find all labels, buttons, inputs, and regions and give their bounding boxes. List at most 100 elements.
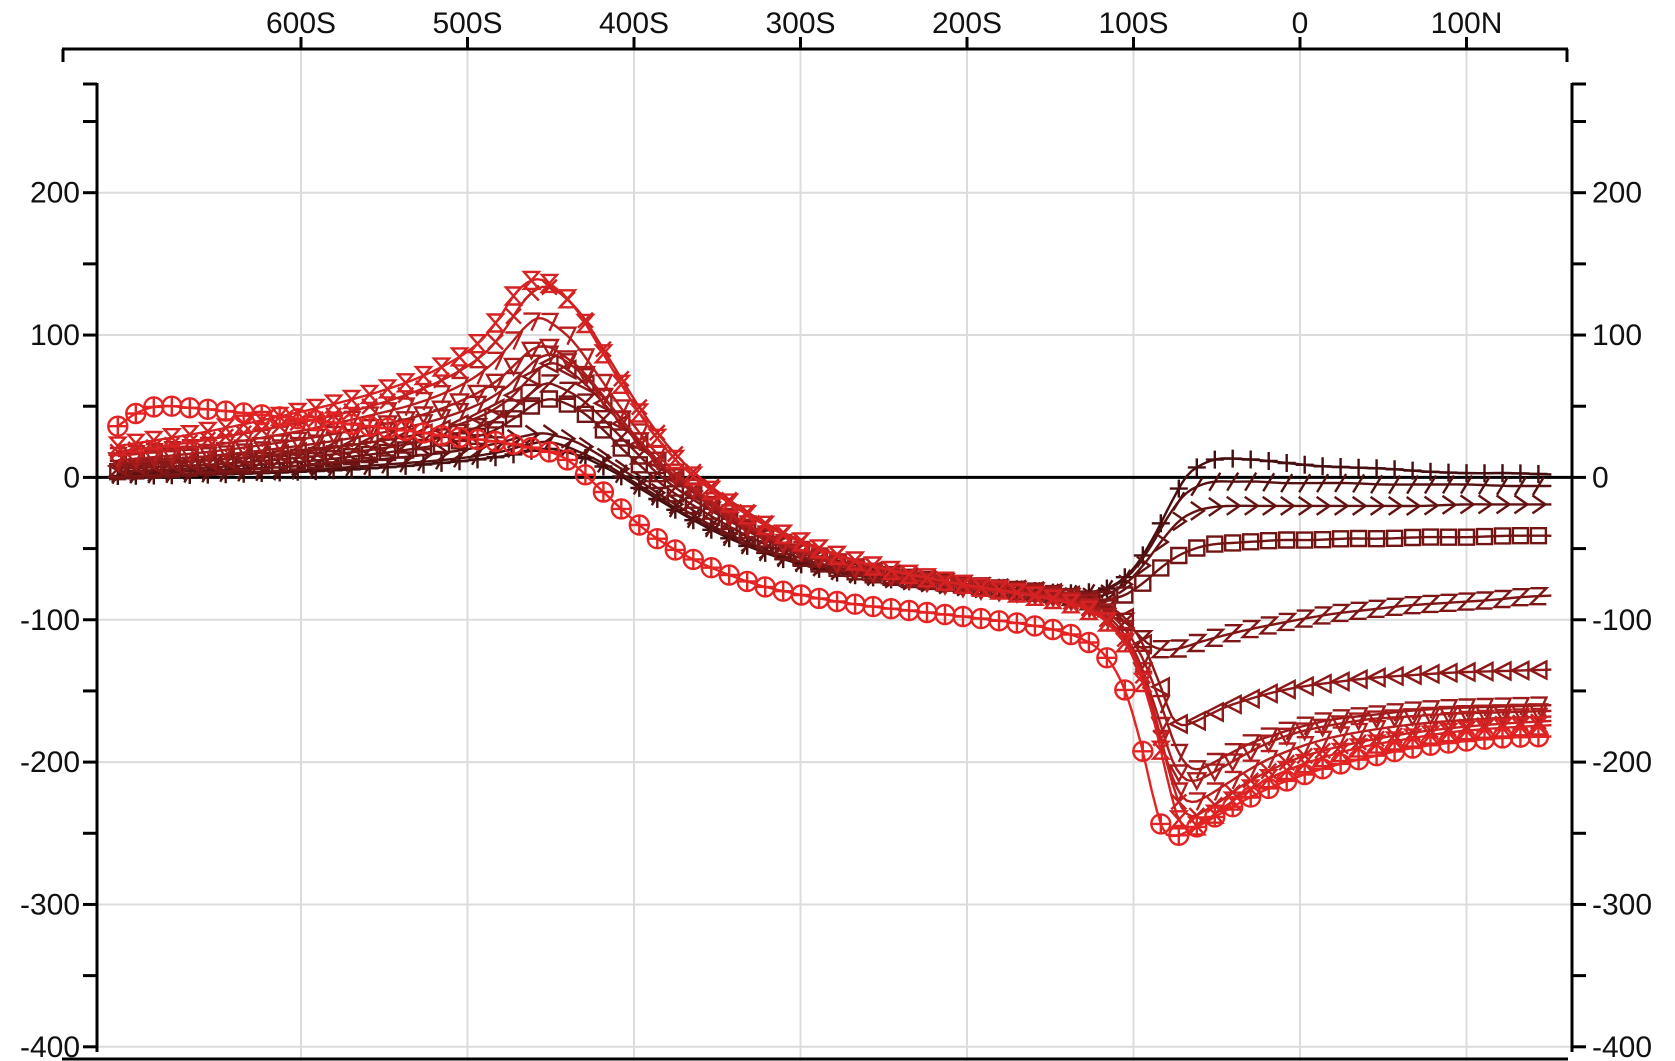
oplus-marker-icon	[125, 402, 147, 425]
hourglass-marker-icon	[1042, 589, 1064, 610]
square-marker-icon	[1259, 532, 1278, 550]
oplus-marker-icon	[232, 402, 255, 424]
zee-marker-icon	[1329, 603, 1352, 623]
chevron-marker-icon	[650, 482, 667, 503]
oplus-marker-icon	[1006, 612, 1028, 634]
zee-marker-icon	[484, 410, 507, 429]
zee-marker-icon	[1311, 606, 1334, 625]
plus-marker-icon	[1277, 454, 1296, 472]
slash-marker-icon	[1208, 472, 1222, 492]
tri-down-marker-icon	[1240, 743, 1262, 763]
plus-marker-icon	[1457, 464, 1476, 483]
zee-marker-icon	[1491, 589, 1514, 609]
chevron-marker-icon	[1190, 500, 1206, 521]
chevron-marker-icon	[1136, 555, 1152, 576]
oplus-marker-icon	[1509, 726, 1532, 748]
hourglass-marker-icon	[1006, 583, 1028, 603]
hourglass-marker-icon	[521, 270, 542, 291]
oplus-marker-icon	[448, 426, 471, 449]
chevron-marker-icon	[1387, 495, 1404, 516]
oplus-marker-icon	[1311, 758, 1334, 780]
oplus-marker-icon	[520, 436, 543, 459]
zee-marker-icon	[520, 383, 543, 403]
ex-marker-icon	[505, 307, 522, 325]
seven-marker-icon	[1368, 720, 1387, 739]
seven-marker-icon	[955, 578, 973, 597]
zee-marker-icon	[646, 464, 669, 483]
series-hourglass	[107, 270, 1552, 836]
hourglass-marker-icon	[665, 449, 686, 470]
oplus-marker-icon	[646, 528, 668, 550]
square-marker-icon	[1385, 529, 1404, 547]
zee-marker-icon	[1509, 588, 1532, 607]
y-tick-label-right: -200	[1592, 746, 1652, 779]
hourglass-marker-icon	[107, 436, 128, 456]
oplus-marker-icon	[1365, 745, 1388, 767]
plus-marker-icon	[1475, 464, 1494, 483]
plus-marker-icon	[1403, 461, 1422, 480]
seven-marker-icon	[487, 351, 506, 371]
plus-marker-icon	[1169, 479, 1188, 498]
hourglass-marker-icon	[197, 421, 218, 442]
tri-down-marker-icon	[592, 387, 614, 407]
series-oplus	[107, 395, 1552, 846]
slash-marker-icon	[1172, 491, 1186, 511]
oplus-marker-icon	[988, 610, 1010, 632]
oplus-marker-icon	[1150, 813, 1172, 835]
seven-marker-icon	[1170, 743, 1189, 763]
y-tick-label-right: -400	[1592, 1031, 1652, 1061]
oplus-marker-icon	[1455, 730, 1478, 752]
tri-left-marker-icon	[358, 432, 379, 453]
zee-marker-icon	[592, 410, 615, 429]
hourglass-marker-icon	[1258, 769, 1279, 789]
chevron-marker-icon	[578, 436, 595, 457]
oplus-marker-icon	[1060, 623, 1082, 646]
zee-marker-icon	[1239, 619, 1262, 639]
zee-marker-icon	[538, 374, 561, 393]
chevron-marker-icon	[1172, 511, 1188, 532]
tri-left-marker-icon	[1131, 633, 1153, 655]
tri-left-marker-icon	[1365, 667, 1386, 688]
chevron-marker-icon	[1441, 494, 1458, 515]
hourglass-marker-icon	[880, 560, 902, 581]
chevron-marker-icon	[596, 447, 613, 468]
slash-marker-icon	[1388, 474, 1402, 495]
ex-marker-icon	[630, 398, 648, 416]
oplus-marker-icon	[574, 464, 597, 486]
ex-marker-icon	[109, 443, 127, 461]
oplus-marker-icon	[538, 441, 561, 463]
slash-marker-icon	[1441, 474, 1456, 495]
chevron-marker-icon	[1495, 494, 1512, 515]
tri-left-marker-icon	[1419, 663, 1440, 685]
zee-marker-icon	[304, 446, 327, 466]
oplus-marker-icon	[197, 398, 219, 420]
oplus-marker-icon	[808, 587, 830, 610]
tri-down-marker-icon	[466, 384, 489, 404]
square-marker-icon	[1134, 574, 1152, 592]
x-tick-label: 400S	[599, 7, 669, 40]
hourglass-marker-icon	[826, 545, 848, 565]
tri-left-marker-icon	[1293, 675, 1314, 697]
square-marker-icon	[1223, 534, 1242, 552]
plus-marker-icon	[1187, 458, 1206, 477]
plus-marker-icon	[1511, 464, 1530, 483]
tri-left-marker-icon	[1401, 664, 1422, 686]
seven-marker-icon	[1116, 619, 1135, 639]
hourglass-marker-icon	[683, 466, 704, 486]
seven-marker-icon	[1224, 770, 1243, 790]
zee-marker-icon	[1527, 587, 1550, 606]
seven-marker-icon	[1188, 792, 1207, 811]
chevron-marker-icon	[1531, 494, 1548, 515]
chevron-marker-icon	[614, 458, 631, 479]
y-tick-label-right: 200	[1592, 177, 1642, 210]
ex-marker-icon	[648, 424, 666, 441]
hourglass-marker-icon	[1060, 594, 1082, 614]
x-tick-label: 300S	[765, 7, 835, 40]
series-ex	[109, 278, 1552, 824]
hourglass-marker-icon	[179, 425, 200, 445]
oplus-marker-icon	[826, 590, 848, 613]
tri-left-marker-icon	[484, 398, 505, 419]
tri-down-marker-icon	[1437, 705, 1460, 725]
oplus-marker-icon	[862, 595, 884, 618]
hourglass-marker-icon	[737, 505, 758, 525]
